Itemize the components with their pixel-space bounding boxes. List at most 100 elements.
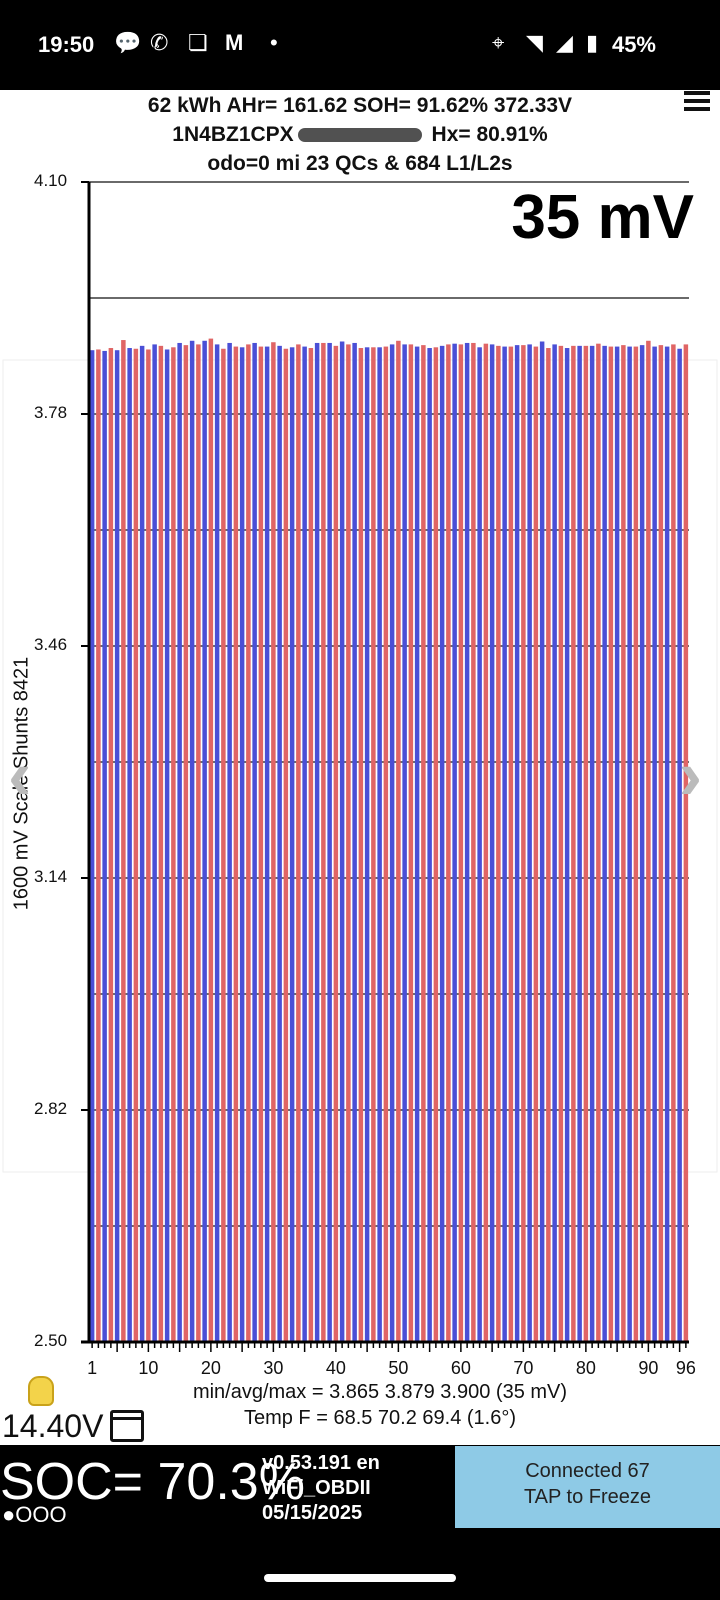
cell-bar [283, 348, 289, 1342]
date-label: 05/15/2025 [262, 1502, 363, 1524]
cell-bar [383, 346, 389, 1342]
hx-value: Hx= 80.91% [431, 123, 548, 146]
cell-bar [158, 345, 164, 1343]
cell-bar [333, 345, 339, 1343]
cell-bar [571, 345, 576, 1343]
cell-bar [589, 345, 595, 1343]
calendar-icon[interactable] [110, 1410, 144, 1442]
cell-bar [102, 350, 107, 1342]
x-tick-label: 90 [638, 1358, 659, 1378]
x-tick-label: 60 [450, 1358, 471, 1378]
y-tick-label: 2.82 [34, 1099, 68, 1118]
version-info: v0.53.191 en WiFi_OBDII 05/15/2025 [262, 1451, 380, 1526]
cell-bar [239, 347, 245, 1342]
cell-bar [152, 344, 157, 1342]
cell-bar [371, 347, 376, 1342]
cell-bar [208, 338, 214, 1343]
cell-bar [552, 344, 557, 1342]
minmax-stats: min/avg/max = 3.865 3.879 3.900 (35 mV) [192, 1381, 568, 1403]
bulb-icon[interactable] [28, 1376, 54, 1406]
cell-bar [377, 347, 382, 1342]
menu-icon[interactable] [684, 91, 710, 115]
cell-bar [96, 349, 101, 1343]
cell-bar [314, 342, 320, 1342]
cell-bar [321, 342, 326, 1342]
cell-bar [439, 345, 445, 1343]
cell-bar [389, 344, 395, 1342]
cell-bar [258, 346, 264, 1342]
cell-bar [633, 346, 639, 1342]
battery-percent: 45% [611, 32, 656, 57]
connection-dots: ●OOO [2, 1502, 67, 1527]
cell-bar [402, 344, 407, 1342]
cell-bar [533, 346, 539, 1342]
cell-bar [521, 345, 526, 1342]
cell-bar [577, 345, 582, 1343]
cell-bar [508, 346, 514, 1342]
cell-bar [202, 340, 207, 1342]
x-tick-label: 50 [388, 1358, 409, 1378]
vin-prefix: 1N4BZ1CPX [172, 123, 294, 146]
cell-bar [133, 348, 139, 1342]
cell-bar [583, 345, 589, 1343]
cell-bar [227, 342, 232, 1342]
tap-freeze-label: TAP to Freeze [523, 1486, 652, 1508]
cell-bar [483, 343, 489, 1342]
status-bar: 19:50 💬 ✆ ❏ M • ⌖ ◥ ◢ ▮ 45% [0, 0, 720, 90]
y-tick-label: 4.10 [34, 171, 68, 190]
status-time: 19:50 [38, 32, 95, 57]
cell-bar [121, 340, 126, 1342]
cell-bar [196, 344, 201, 1342]
adapter-label: WiFi_OBDII [262, 1477, 371, 1499]
y-tick-label: 3.14 [34, 867, 68, 886]
cell-bar [652, 346, 657, 1342]
cell-bar [683, 344, 689, 1342]
x-tick-label: 96 [675, 1358, 696, 1378]
cell-bar [664, 346, 670, 1342]
y-tick-label: 2.50 [34, 1331, 68, 1350]
connect-freeze-button[interactable]: Connected 67 TAP to Freeze [455, 1446, 720, 1528]
wifi-icon: ◥ [526, 30, 543, 55]
header-line-1: 62 kWh AHr= 161.62 SOH= 91.62% 372.33V [147, 94, 573, 117]
temp-stats: Temp F = 68.5 70.2 69.4 (1.6°) [243, 1407, 517, 1429]
next-arrow-icon[interactable]: › [678, 736, 702, 814]
x-tick-label: 20 [200, 1358, 221, 1378]
cell-bar [639, 345, 645, 1342]
soc-value: SOC= 70.3% [0, 1453, 305, 1511]
cell-bar [221, 348, 226, 1342]
cell-bar [602, 345, 607, 1343]
cell-bar [458, 344, 464, 1342]
cell-bar [246, 344, 251, 1342]
cell-bar [414, 346, 420, 1342]
cell-bar [252, 342, 257, 1342]
cell-bar [364, 347, 370, 1342]
cell-bar [527, 344, 532, 1342]
prev-arrow-icon[interactable]: ‹ [8, 736, 32, 814]
cell-bar [358, 348, 364, 1342]
location-icon: ⌖ [492, 30, 505, 55]
cell-bar [621, 345, 626, 1342]
connected-label: Connected 67 [525, 1460, 650, 1482]
cell-bar [408, 344, 414, 1342]
signal-icon: ◢ [556, 30, 573, 55]
x-tick-label: 30 [263, 1358, 284, 1378]
cell-bar [396, 340, 401, 1342]
cell-bar [189, 340, 195, 1342]
gmail-icon: M [225, 30, 244, 55]
version-label: v0.53.191 en [262, 1452, 380, 1474]
cell-bar [564, 348, 570, 1342]
cell-bar [627, 346, 632, 1342]
cell-bar [558, 345, 564, 1343]
home-indicator[interactable] [264, 1574, 456, 1582]
cell-bar [608, 346, 614, 1342]
cell-bar [352, 342, 357, 1342]
cell-bar [658, 345, 664, 1342]
cell-bar [421, 345, 426, 1342]
header-line-2: 1N4BZ1CPX Hx= 80.91% [0, 123, 720, 147]
cell-bar [614, 346, 620, 1342]
cell-bar [302, 346, 307, 1342]
cell-bar [496, 345, 501, 1343]
cell-bar [539, 341, 545, 1342]
battery-icon: ▮ [586, 30, 599, 55]
vin-redaction [297, 128, 422, 143]
